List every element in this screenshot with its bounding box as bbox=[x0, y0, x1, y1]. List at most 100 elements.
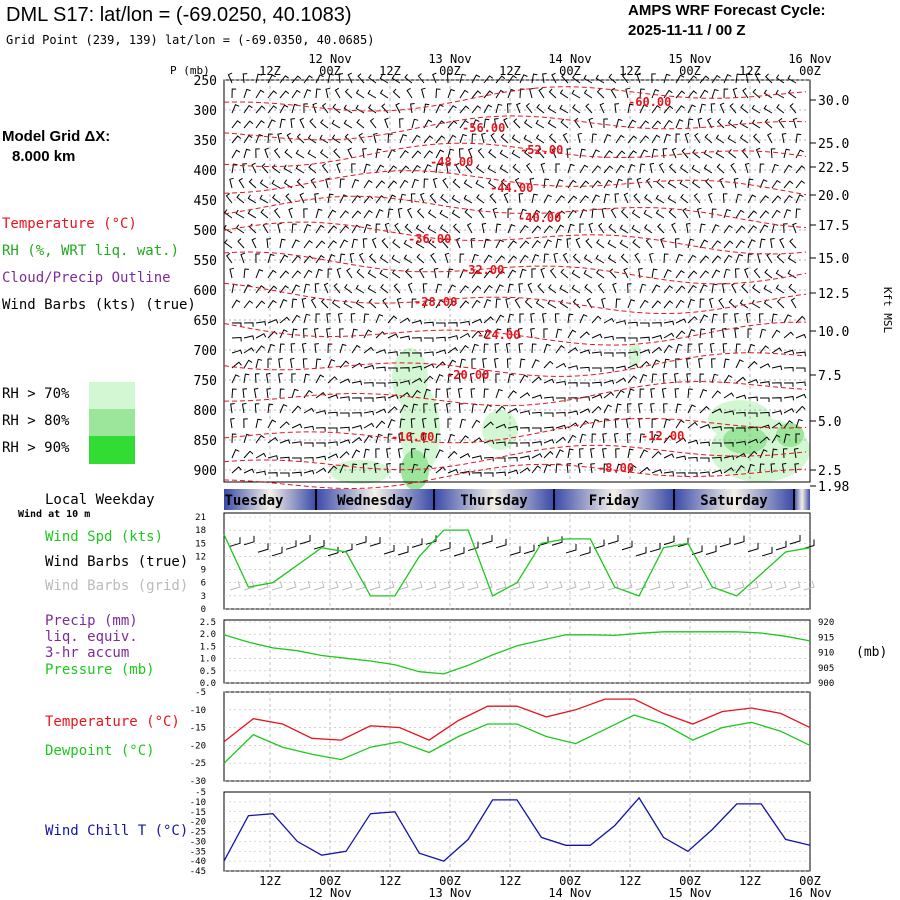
wind-barb bbox=[347, 147, 353, 159]
wind-barb bbox=[691, 179, 701, 189]
temperature-contour-label: -32.00 bbox=[461, 263, 504, 277]
wind-barb bbox=[516, 102, 521, 114]
wind-barb bbox=[542, 73, 547, 84]
grid-wind-barb bbox=[593, 580, 605, 591]
wind-barb bbox=[346, 267, 353, 279]
wind-barb bbox=[699, 89, 709, 99]
wind-barb bbox=[471, 90, 482, 99]
wind-barb bbox=[399, 404, 409, 414]
wind-barb bbox=[514, 297, 521, 309]
wind-barb bbox=[614, 418, 620, 429]
wind-barb bbox=[699, 373, 705, 384]
wind-barb bbox=[535, 134, 545, 144]
wind-barb bbox=[555, 463, 561, 474]
wind-barb bbox=[612, 282, 617, 294]
surface-wind-barb bbox=[243, 535, 255, 546]
wind-barb bbox=[371, 237, 377, 249]
wind-barb bbox=[687, 270, 698, 279]
grid-wind-barb bbox=[285, 580, 297, 591]
height-tick-label: 10.0 bbox=[818, 325, 849, 340]
wind-barb bbox=[410, 448, 416, 459]
temperature-tick-label: -10 bbox=[190, 706, 206, 716]
temperature-contour-label: -48.00 bbox=[430, 155, 473, 169]
wind-barb bbox=[543, 378, 555, 384]
wind-barb bbox=[759, 238, 766, 249]
wind-barb bbox=[303, 74, 313, 84]
wind-barb bbox=[355, 284, 365, 294]
wind-barb bbox=[267, 105, 278, 114]
wind-barb bbox=[243, 300, 254, 309]
wind-barb bbox=[531, 239, 541, 249]
surface-wind-barb bbox=[803, 539, 815, 550]
wind-barb bbox=[789, 103, 797, 114]
wind-barb bbox=[475, 179, 485, 189]
wind-barb bbox=[596, 88, 605, 99]
wind-barb bbox=[459, 345, 469, 354]
wind-barb bbox=[447, 468, 459, 474]
wind-barb bbox=[482, 373, 487, 384]
wind-barb bbox=[759, 328, 767, 339]
wind-barb bbox=[596, 239, 605, 249]
wind-barb bbox=[327, 240, 337, 249]
wind-barb bbox=[663, 418, 671, 429]
wind-barb bbox=[288, 207, 293, 219]
wind-barb bbox=[711, 283, 718, 294]
wind-barb bbox=[628, 337, 638, 342]
wind-barb bbox=[623, 267, 629, 279]
pressure-tick-label: 300 bbox=[194, 104, 217, 119]
wind-barb bbox=[307, 149, 317, 159]
wind-barb bbox=[507, 75, 517, 84]
wind-barb bbox=[555, 397, 566, 402]
wind-barb bbox=[399, 193, 407, 204]
wind-barb bbox=[671, 147, 677, 159]
wind-barb bbox=[267, 90, 278, 99]
wind-barb bbox=[709, 342, 715, 354]
wind-barb bbox=[259, 179, 269, 189]
wind-barb bbox=[242, 73, 248, 84]
wind-barb bbox=[238, 177, 245, 189]
grid-wind-barb bbox=[775, 580, 787, 591]
wind-barb bbox=[303, 223, 312, 234]
wind-barb bbox=[699, 255, 710, 264]
wind-barb bbox=[795, 381, 806, 387]
grid-wind-barb bbox=[761, 580, 773, 591]
wind-barb bbox=[706, 117, 713, 129]
rh-80-swatch bbox=[89, 409, 135, 436]
wind-barb bbox=[723, 442, 734, 447]
wind-barb bbox=[465, 163, 473, 174]
wind-barb bbox=[480, 132, 486, 144]
wind-barb bbox=[524, 298, 533, 309]
grid-wind-barb bbox=[705, 580, 717, 591]
wind-barb bbox=[603, 317, 615, 324]
wind-barb bbox=[579, 180, 590, 189]
wind-barb bbox=[507, 224, 516, 234]
wind-barb bbox=[325, 177, 330, 189]
temperature-contour bbox=[223, 221, 807, 255]
wind-barb bbox=[507, 373, 515, 384]
wind-tick-label: 21 bbox=[195, 513, 206, 523]
wind-barb bbox=[248, 178, 257, 189]
wind-barb bbox=[241, 402, 247, 414]
wind-barb bbox=[375, 448, 380, 459]
wind-barb bbox=[423, 321, 434, 327]
wind-barb bbox=[711, 240, 721, 249]
wind-barb bbox=[295, 149, 305, 159]
wind-barb bbox=[459, 285, 469, 294]
wind-barb bbox=[387, 406, 398, 414]
wind-barb bbox=[243, 104, 253, 114]
wind-barb bbox=[735, 427, 746, 432]
wind-barb bbox=[379, 269, 389, 279]
wind-barb bbox=[783, 180, 794, 189]
wind-barb bbox=[711, 224, 720, 234]
wind-barb bbox=[487, 164, 497, 174]
wind-barb bbox=[531, 253, 540, 264]
wind-barb bbox=[651, 134, 661, 144]
wind-barb bbox=[699, 223, 706, 234]
grid-wind-barb bbox=[607, 580, 619, 591]
wind-barb bbox=[457, 387, 463, 399]
wind-barb bbox=[303, 425, 315, 431]
wind-barb bbox=[320, 298, 329, 309]
wind-barb bbox=[591, 351, 602, 356]
temperature-contour-label: -24.00 bbox=[477, 328, 520, 342]
wind-barb bbox=[603, 367, 614, 372]
